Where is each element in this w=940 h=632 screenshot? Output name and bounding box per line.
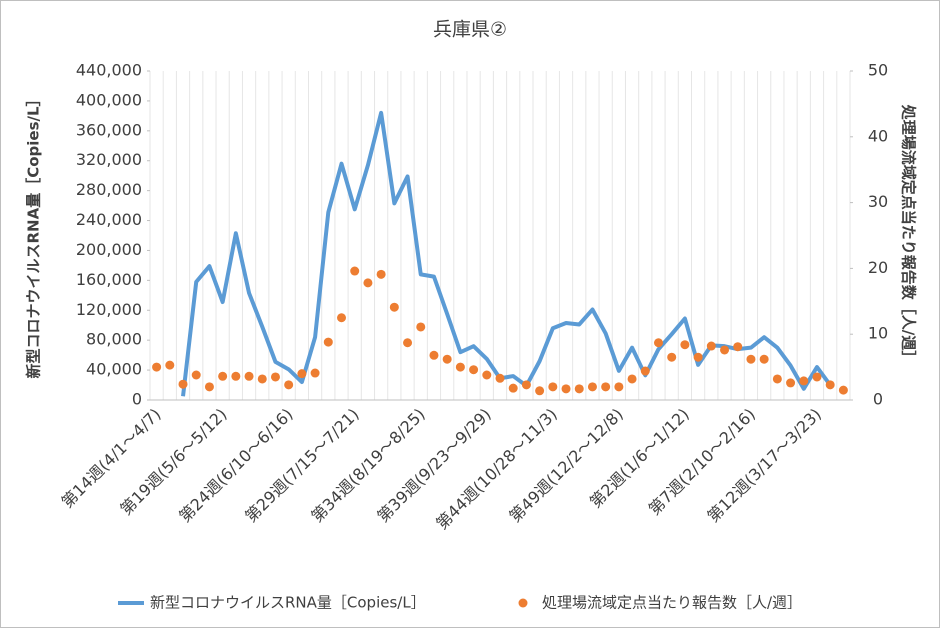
scatter-point — [614, 382, 624, 392]
scatter-point — [548, 382, 558, 392]
scatter-point — [495, 373, 505, 383]
legend-label: 処理場流域定点当たり報告数［人/週］ — [542, 594, 802, 612]
scatter-point — [574, 384, 584, 394]
y2-tick-label: 10 — [868, 324, 888, 343]
y2-tick-label: 50 — [868, 61, 888, 80]
scatter-point — [191, 370, 201, 380]
scatter-point — [561, 384, 571, 394]
y-tick-label: 80,000 — [86, 330, 142, 349]
y-tick-label: 400,000 — [76, 90, 142, 109]
scatter-point — [231, 371, 241, 381]
scatter-point — [508, 383, 518, 393]
scatter-point — [812, 372, 822, 382]
scatter-point — [152, 362, 162, 372]
scatter-point — [772, 374, 782, 384]
scatter-point — [627, 374, 637, 384]
scatter-point — [389, 302, 399, 312]
scatter-point — [469, 365, 479, 375]
y2-tick-label: 40 — [868, 126, 888, 145]
scatter-point — [310, 368, 320, 378]
scatter-point — [693, 352, 703, 362]
scatter-point — [257, 374, 267, 384]
scatter-point — [825, 380, 835, 390]
scatter-point — [297, 369, 307, 379]
scatter-point — [786, 378, 796, 388]
y2-tick-label: 0 — [873, 390, 883, 409]
scatter-point — [521, 380, 531, 390]
scatter-point — [165, 360, 175, 370]
y-tick-label: 280,000 — [76, 180, 142, 199]
y-tick-label: 320,000 — [76, 150, 142, 169]
y-tick-label: 160,000 — [76, 270, 142, 289]
scatter-point — [746, 354, 756, 364]
scatter-point — [270, 372, 280, 382]
y-tick-label: 200,000 — [76, 240, 142, 259]
scatter-point — [640, 366, 650, 376]
scatter-point — [838, 385, 848, 395]
y-tick-label: 360,000 — [76, 120, 142, 139]
scatter-point — [759, 354, 769, 364]
y-tick-label: 440,000 — [76, 61, 142, 80]
scatter-point — [218, 371, 228, 381]
y-tick-label: 40,000 — [86, 360, 142, 379]
y2-tick-label: 20 — [868, 258, 888, 277]
scatter-point — [535, 386, 545, 396]
scatter-point — [244, 371, 254, 381]
y-tick-label: 0 — [132, 390, 142, 409]
y2-tick-label: 30 — [868, 192, 888, 211]
chart-title: 兵庫県② — [433, 19, 507, 41]
scatter-point — [323, 337, 333, 347]
scatter-point — [601, 382, 611, 392]
scatter-point — [667, 352, 677, 362]
scatter-point — [680, 340, 690, 350]
series-line — [181, 110, 832, 397]
scatter-point — [482, 370, 492, 380]
y2-axis-label: 処理場流域定点当たり報告数［人/週］ — [900, 104, 918, 365]
legend-swatch — [518, 598, 528, 608]
scatter-point — [653, 338, 663, 348]
scatter-point — [376, 269, 386, 279]
scatter-point — [363, 278, 373, 288]
legend-label: 新型コロナウイルスRNA量［Copies/L］ — [150, 594, 426, 612]
scatter-point — [706, 341, 716, 351]
scatter-point — [178, 379, 188, 389]
scatter-point — [429, 350, 439, 360]
y-axis-label: 新型コロナウイルスRNA量［Copies/L］ — [25, 91, 43, 378]
scatter-point — [337, 313, 347, 323]
scatter-point — [204, 382, 214, 392]
scatter-point — [455, 362, 465, 372]
scatter-point — [442, 354, 452, 364]
scatter-point — [799, 376, 809, 386]
y-tick-label: 240,000 — [76, 210, 142, 229]
y-tick-label: 120,000 — [76, 300, 142, 319]
scatter-point — [350, 266, 360, 276]
scatter-point — [720, 345, 730, 355]
scatter-point — [284, 380, 294, 390]
scatter-point — [733, 342, 743, 352]
scatter-point — [416, 322, 426, 332]
scatter-point — [403, 338, 413, 348]
scatter-point — [587, 382, 597, 392]
